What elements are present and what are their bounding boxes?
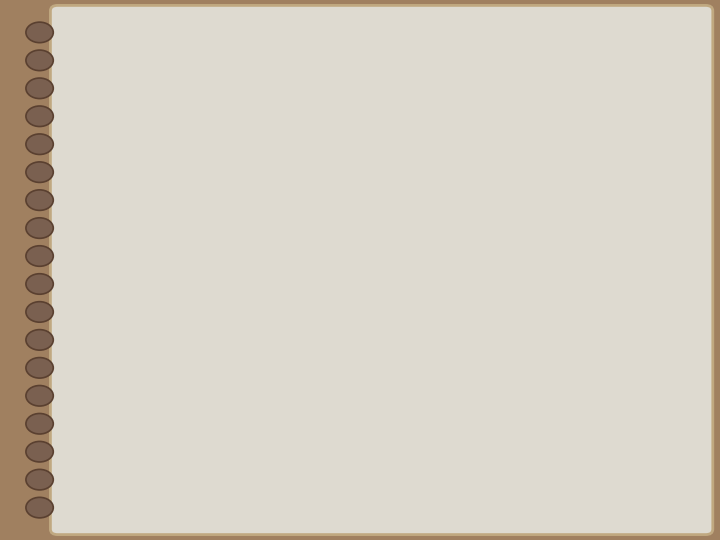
FancyBboxPatch shape — [484, 364, 689, 433]
Text: [R. Hambury-Brown and R.Q. Twiss, Nature 178 (1956) 1046]: [R. Hambury-Brown and R.Q. Twiss, Nature… — [141, 127, 459, 137]
Text: $q$ : four-momentum difference: $q$ : four-momentum difference — [183, 313, 385, 330]
Text: e.g.:: e.g.: — [135, 235, 166, 249]
Text: In 1956 R. Hambury-Brown and R.Q. Twiss measured the size of a
star using the Bo: In 1956 R. Hambury-Brown and R.Q. Twiss … — [141, 93, 583, 124]
Text: where:: where: — [135, 286, 183, 300]
Text: HBT interferometry: HBT interferometry — [239, 49, 546, 80]
Text: •: • — [111, 95, 122, 113]
Text: $R$ : source dimensions (4-vector): $R$ : source dimensions (4-vector) — [183, 366, 400, 381]
Text: See for instance:
Wong, p 431-475: See for instance: Wong, p 431-475 — [530, 398, 644, 429]
Text: •: • — [160, 393, 167, 406]
Text: [G.Goldhaber et al., Phys. Rev. 120 (1960) 300]: [G.Goldhaber et al., Phys. Rev. 120 (196… — [141, 197, 388, 206]
Text: •: • — [160, 340, 167, 353]
Text: •: • — [111, 151, 122, 168]
Text: $k_1$, $k_2$: four-momenta  of two bosons: $k_1$, $k_2$: four-momenta of two bosons — [183, 340, 425, 356]
Text: •: • — [160, 313, 167, 326]
Text: $C(q) = \dfrac{p(k_1,k_2)}{p(k_1)p(k_2)} = 1 + \lambda\,\exp-(q \cdot R)^2$: $C(q) = \dfrac{p(k_1,k_2)}{p(k_1)p(k_2)}… — [246, 224, 532, 263]
Text: $\lambda$ : chaoticity parameter; 0 < $\lambda$ < 1: $\lambda$ : chaoticity parameter; 0 < $\… — [183, 393, 417, 409]
Text: The method was first applied in particle physics in 1960 by G.
Goldhaber, S. Gol: The method was first applied in particle… — [141, 149, 555, 197]
Text: •: • — [160, 366, 167, 379]
